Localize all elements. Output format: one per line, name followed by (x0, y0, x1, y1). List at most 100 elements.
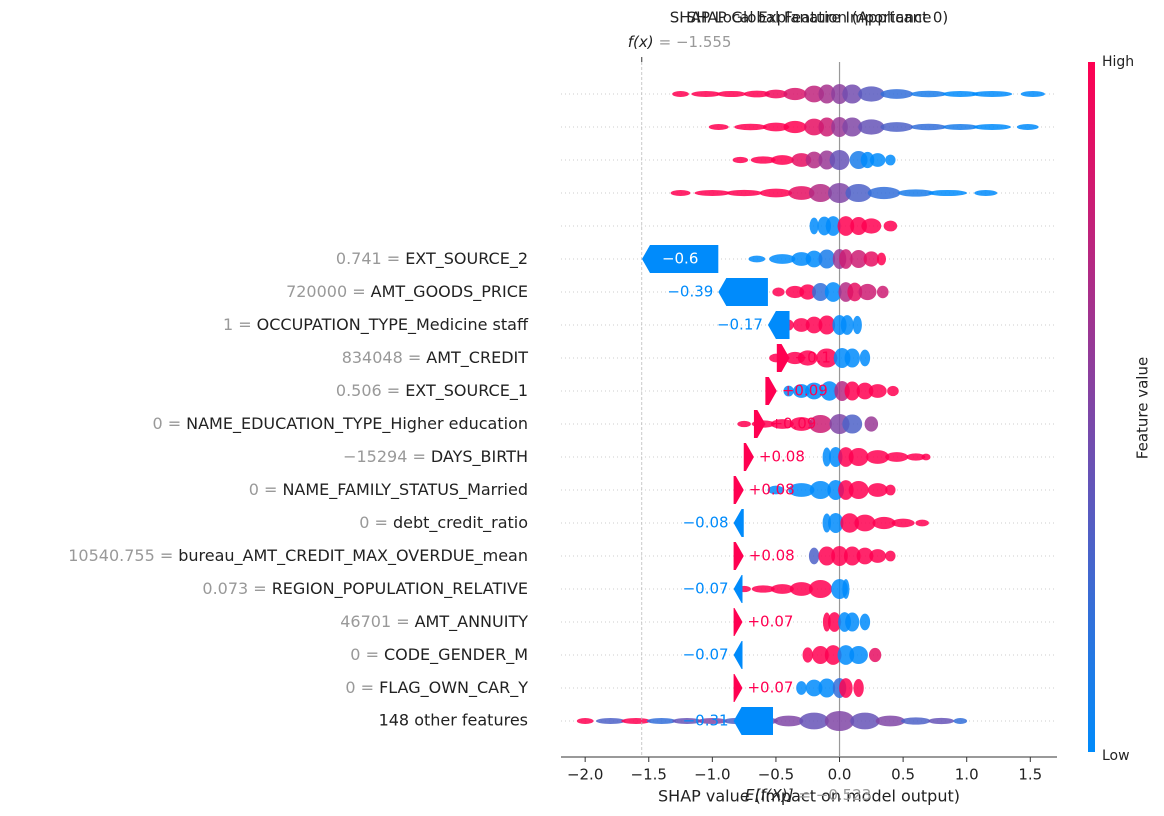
x-tick-label: −0.5 (758, 766, 794, 784)
negative-bar (733, 707, 774, 735)
feature-name: AMT_GOODS_PRICE (371, 282, 528, 302)
shap-point (848, 480, 869, 500)
bar-value-label: −0.31 (683, 712, 729, 730)
shap-point (805, 151, 823, 169)
shap-point (773, 715, 804, 727)
shap-point (576, 718, 594, 724)
shap-point (845, 183, 872, 203)
shap-point (788, 483, 815, 497)
shap-point (837, 216, 855, 236)
positive-bar (776, 344, 790, 372)
x-tick-label: −2.0 (567, 766, 603, 784)
feature-name: OCCUPATION_TYPE_Medicine staff (257, 315, 529, 335)
shap-point (872, 516, 896, 530)
feature-name: NAME_EDUCATION_TYPE_Higher education (186, 414, 528, 434)
colorbar-label: Feature value (1134, 357, 1152, 459)
shap-point (915, 519, 929, 527)
shap-point (789, 582, 813, 596)
shap-point (822, 447, 832, 467)
shap-point (818, 546, 836, 566)
feature-label: 0.506 = EXT_SOURCE_1 (336, 381, 528, 401)
feature-value: 1 = (223, 315, 252, 334)
feature-label: 1 = OCCUPATION_TYPE_Medicine staff (223, 315, 529, 335)
shap-point (845, 612, 860, 632)
shap-point (691, 90, 721, 98)
shap-point (829, 150, 850, 170)
feature-name: EXT_SOURCE_2 (405, 249, 528, 269)
negative-bar (718, 278, 768, 306)
shap-point (849, 645, 868, 665)
feature-label: 10540.755 = bureau_AMT_CREDIT_MAX_OVERDUE… (68, 546, 528, 566)
shap-point (750, 156, 776, 164)
feature-value: 834048 = (342, 348, 422, 367)
bar-value-label: +0.07 (747, 613, 793, 631)
bar-value-label: +0.08 (749, 481, 795, 499)
shap-point (856, 382, 874, 400)
shap-point (769, 254, 796, 264)
shap-point (842, 414, 863, 434)
shap-point (868, 384, 887, 398)
feature-value: 0.741 = (336, 249, 400, 268)
shap-point (844, 348, 860, 368)
shap-point (876, 252, 887, 266)
bar-value-label: +0.07 (747, 679, 793, 697)
shap-point (972, 90, 1013, 98)
shap-point (805, 316, 823, 334)
feature-name: EXT_SOURCE_1 (405, 381, 528, 401)
shap-point (843, 546, 861, 566)
shap-point (751, 585, 775, 593)
shap-point (708, 123, 729, 131)
fx-label: f(x) = −1.555 (628, 33, 732, 51)
shap-point (854, 514, 876, 532)
x-tick-label: 0.5 (891, 766, 915, 784)
shap-point (858, 119, 885, 135)
shap-point (825, 216, 841, 236)
shap-point (802, 647, 813, 663)
base-label: E[f(X)] = −0.523 (745, 786, 871, 804)
feature-value: 46701 = (340, 612, 409, 631)
feature-value: 10540.755 = (68, 546, 173, 565)
shap-point (869, 647, 882, 663)
shap-point (847, 282, 863, 302)
shap-point (822, 612, 831, 632)
shap-point (860, 151, 875, 169)
feature-label: 0 = debt_credit_ratio (359, 513, 528, 533)
shap-point (885, 154, 896, 166)
feature-value: 0.506 = (336, 381, 400, 400)
feature-name: bureau_AMT_CREDIT_MAX_OVERDUE_mean (178, 546, 528, 566)
feature-label: 0 = CODE_GENDER_M (350, 645, 528, 665)
feature-label: 148 other features (379, 711, 528, 730)
bar-value-label: −0.39 (667, 283, 713, 301)
shap-point (921, 453, 931, 461)
shap-point (762, 122, 790, 132)
shap-point (767, 485, 785, 495)
x-tick-label: 1.5 (1018, 766, 1042, 784)
feature-label: 46701 = AMT_ANNUITY (340, 612, 528, 632)
feature-value: 720000 = (286, 282, 366, 301)
positive-bar (733, 542, 744, 570)
x-tick-label: 1.0 (955, 766, 979, 784)
shap-point (770, 155, 794, 165)
shap-point (822, 513, 832, 533)
shap-point (783, 385, 794, 397)
shap-point (799, 712, 829, 730)
bar-value-label: −0.08 (683, 514, 729, 532)
feature-value: 0 = (359, 513, 388, 532)
shap-point (850, 216, 867, 236)
shap-point (910, 123, 947, 131)
shap-point (694, 189, 731, 197)
shap-point (856, 547, 874, 565)
shap-point (820, 381, 839, 401)
feature-label: −15294 = DAYS_BIRTH (343, 447, 528, 467)
shap-point (670, 189, 691, 197)
shap-point (850, 712, 880, 730)
shap-point (838, 480, 854, 500)
x-tick-label: −1.5 (631, 766, 667, 784)
shap-point (863, 251, 880, 267)
negative-bar (767, 311, 790, 339)
base-name: E[f(X)] (745, 786, 794, 804)
shap-point (818, 249, 836, 269)
feature-value: 0.073 = (202, 579, 266, 598)
shap-point (942, 123, 979, 131)
